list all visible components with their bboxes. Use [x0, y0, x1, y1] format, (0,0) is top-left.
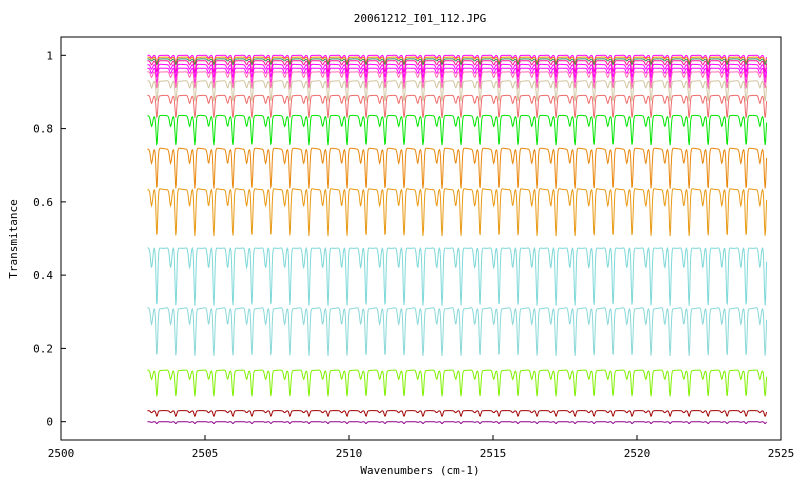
series-line [147, 421, 767, 425]
y-tick-label: 1 [46, 49, 53, 62]
y-tick-label: 0.6 [33, 196, 53, 209]
series-line [147, 80, 768, 103]
series-line [147, 71, 768, 90]
chart-title: 20061212_I01_112.JPG [354, 12, 486, 25]
series-line [147, 369, 768, 398]
x-tick-label: 2505 [192, 447, 219, 460]
x-axis-title: Wavenumbers (cm-1) [360, 464, 479, 477]
x-tick-label: 2510 [336, 447, 363, 460]
series-line [147, 94, 768, 120]
series-line [147, 60, 768, 74]
x-tick-label: 2525 [768, 447, 795, 460]
series-line [147, 58, 768, 66]
x-tick-label: 2515 [480, 447, 507, 460]
x-tick-label: 2520 [624, 447, 651, 460]
series-line [147, 246, 768, 306]
y-tick-label: 0.4 [33, 269, 53, 282]
x-tick-label: 2500 [48, 447, 75, 460]
plot-frame [60, 36, 782, 441]
series-line [147, 54, 768, 64]
series-line [147, 56, 768, 64]
y-tick-label: 0.2 [33, 342, 53, 355]
series-line [147, 63, 768, 80]
series-line [147, 147, 768, 190]
series-line [147, 114, 768, 147]
y-axis-title: Transmitance [7, 199, 20, 278]
y-tick-label: 0 [46, 416, 53, 429]
series-line [147, 67, 768, 85]
series-layer [147, 54, 768, 425]
y-tick-label: 0.8 [33, 123, 53, 136]
series-line [147, 410, 768, 418]
series-line [147, 188, 768, 237]
axis-layer: 2500 2505 2510 2515 2520 2525 0 0.2 0.4 0.6 0.8 1 [33, 49, 794, 460]
series-line [147, 307, 768, 357]
